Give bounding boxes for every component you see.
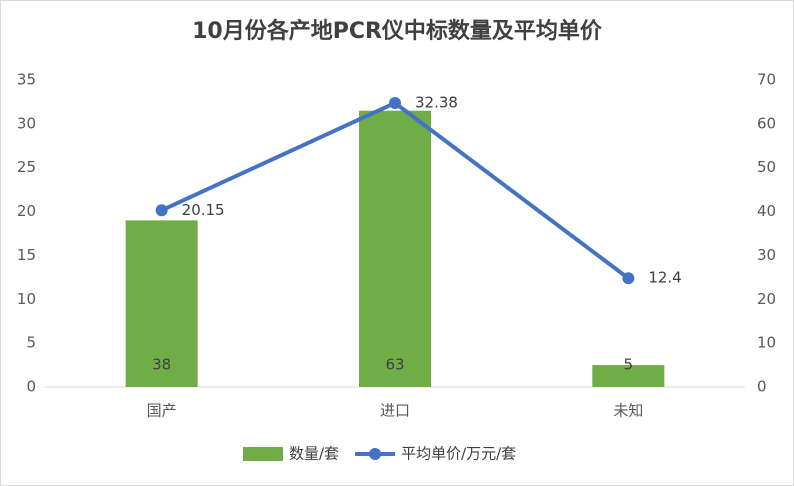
y-tick-label: 20 [17,202,36,220]
y2-tick-label: 20 [757,290,776,308]
legend-label: 平均单价/万元/套 [401,445,516,463]
bar-value-label: 5 [624,356,634,374]
y2-tick-label: 0 [757,378,767,396]
bar [592,365,665,387]
y-tick-label: 0 [26,378,36,396]
chart-title: 10月份各产地PCR仪中标数量及平均单价 [192,18,603,44]
bar [125,220,198,387]
x-tick-label: 进口 [380,402,410,420]
x-tick-label: 国产 [147,402,177,420]
y2-tick-label: 70 [757,71,776,89]
y2-tick-label: 10 [757,334,776,352]
y-tick-label: 15 [17,246,36,264]
y-tick-label: 5 [26,334,36,352]
line-value-label: 32.38 [415,93,458,111]
y2-tick-label: 40 [757,202,776,220]
y2-tick-label: 50 [757,158,776,176]
line-value-label: 20.15 [182,201,225,219]
y-tick-label: 10 [17,290,36,308]
legend-swatch [243,447,283,461]
bar-value-label: 63 [385,356,404,374]
y2-tick-label: 60 [757,114,776,132]
line-value-label: 12.4 [648,269,681,287]
y-tick-label: 35 [17,71,36,89]
bar-value-label: 38 [152,356,171,374]
line-marker [155,204,168,217]
line-marker [622,272,635,285]
bar [359,110,431,387]
legend-swatch-marker [369,448,382,460]
y-tick-label: 25 [17,158,36,176]
line-marker [389,96,401,109]
y2-tick-label: 30 [757,246,776,264]
y-tick-label: 30 [17,114,36,132]
legend-label: 数量/套 [289,445,339,463]
x-tick-label: 未知 [613,402,643,420]
